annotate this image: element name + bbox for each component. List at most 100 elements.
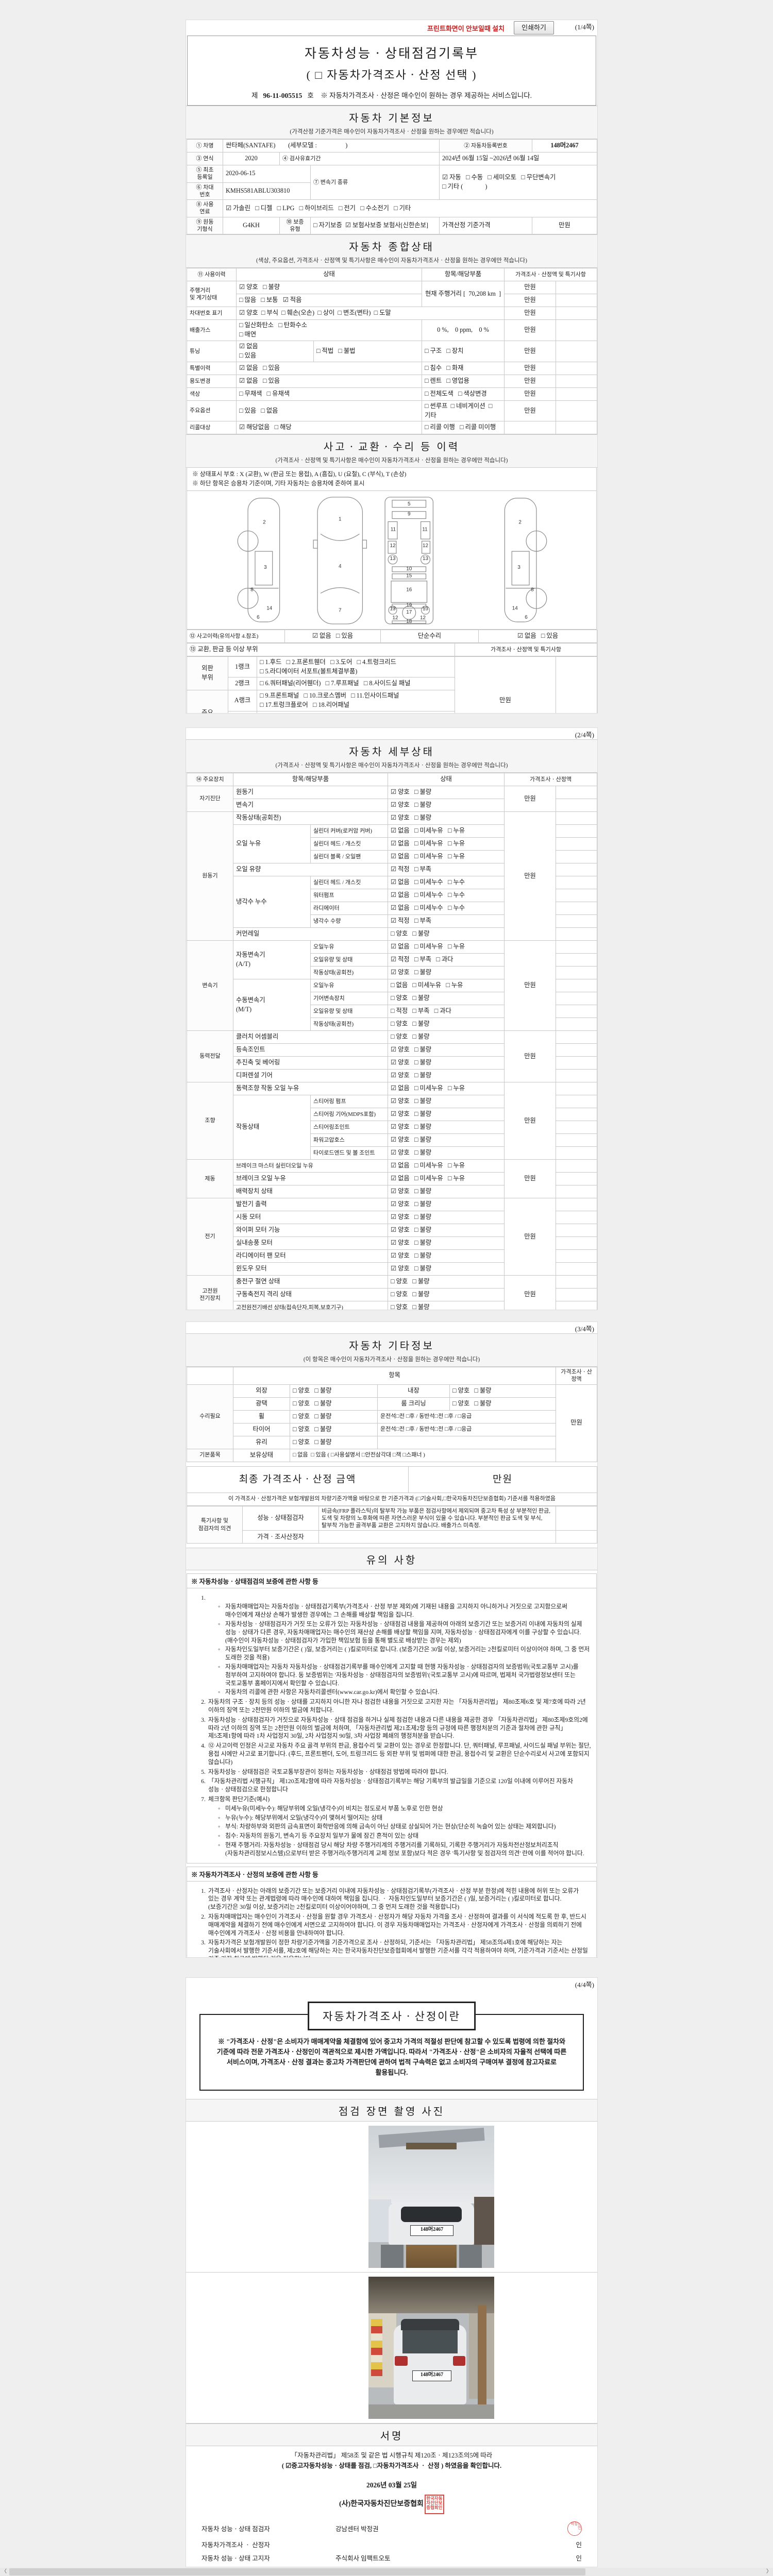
notice-subitem: ◦ 자동차의 리콜에 관한 사항은 자동차리콜센터(www.car.go.kr)에…	[218, 1688, 440, 1696]
table-cell: □ 양호 □ 불량	[449, 1397, 557, 1411]
table-cell: 작동상태	[233, 1095, 311, 1160]
table-cell: B랭크	[228, 711, 257, 713]
photo-cell-2: 148머2467	[186, 2273, 597, 2424]
notice-subitem: ◦ 침수: 자동차의 원동기, 변속기 등 주요장치 일부가 물에 잠긴 흔적이 …	[218, 1832, 419, 1840]
section-signature: 서명	[186, 2423, 597, 2446]
table-cell: ☑ 없음 □ 있음	[284, 629, 381, 643]
table-cell: 배출가스	[187, 319, 237, 342]
table-cell: ☑ 없음 □ 미세누유 □ 누유	[388, 1172, 505, 1185]
table-cell: □ 리콜 이행 □ 리콜 미이행	[422, 421, 505, 435]
table-cell: 2024년 06월 15일 ~2026년 06월 14일	[439, 152, 597, 165]
table-cell: 오일유량 및 상태	[310, 953, 389, 967]
etc-info-table: 항목 가격조사ㆍ산 정액 수리필요 외장 □ 양호 □ 불량 내장 □ 양호 □ 불량 만원 광…	[186, 1367, 597, 1462]
table-cell: 구동축전지 격리 상태	[232, 1288, 389, 1301]
table-cell: 라디에이터	[310, 902, 389, 915]
table-cell: ② 자동차등록번호	[439, 139, 532, 152]
table-cell	[556, 1043, 597, 1057]
table-cell: 만원	[504, 281, 557, 295]
table-cell: ☑ 양호 □ 불량	[388, 1056, 505, 1070]
svg-text:12: 12	[392, 615, 398, 621]
table-cell: 광택	[233, 1397, 290, 1411]
table-cell	[556, 1018, 597, 1031]
table-cell: 고전원 전기장치	[187, 1275, 233, 1310]
section-etc-info: 자동차 기타정보 (이 항목은 매수인이 자동차가격조사ㆍ산정을 원하는 경우에…	[186, 1333, 597, 1367]
table-cell	[556, 914, 597, 928]
table-cell: 배력장치 상태	[232, 1185, 389, 1198]
table-cell: ☑ 양호 □ 불량	[388, 811, 505, 825]
table-cell: ☑ 없음 □ 있음	[236, 361, 423, 375]
table-cell: 실린더 블록 / 오일팬	[310, 850, 389, 863]
table-cell: 상태	[236, 268, 423, 282]
table-cell: ☑ 양호 □ 불량	[388, 1133, 505, 1147]
print-install-link[interactable]: 프린트화면이 안보일때 설치	[427, 25, 505, 32]
table-cell: ☑ 없음 □ 미세누유 □ 누유	[388, 824, 505, 838]
print-button[interactable]: 인쇄하기	[514, 21, 554, 35]
section-title: 점검 장면 촬영 사진	[338, 2106, 445, 2117]
definition-title: 자동차가격조사ㆍ산정이란	[308, 2002, 476, 2030]
table-cell: ☑ 양호 □ 불량	[388, 1236, 505, 1250]
org-seal-stamp: 한국자동차진단보증협회인	[424, 2494, 444, 2514]
table-cell: 0 %, 0 ppm, 0 %	[422, 319, 505, 342]
svg-text:12: 12	[420, 615, 426, 621]
svg-text:11: 11	[391, 527, 396, 532]
table-cell: 시동 모터	[232, 1211, 389, 1224]
section-title: 자동차 기본정보	[349, 113, 434, 124]
table-cell: 주요 골격	[187, 690, 228, 713]
table-cell: 실내송풍 모터	[232, 1236, 389, 1250]
table-cell: □ 양호 □ 불량	[290, 1397, 378, 1411]
section-detail-state: 자동차 세부상태 (가격조사ㆍ산정액 및 특기사항은 매수인이 자동차가격조사ㆍ…	[186, 739, 597, 773]
table-cell: 원동기	[232, 786, 389, 799]
signature-org-line: (사)한국자동차진단보증협회한국자동차진단보증협회인	[201, 2494, 582, 2514]
table-cell: 주행거리 및 계기상태	[187, 281, 237, 308]
notice-subitem: ◦ 누유(누수): 해당부위에서 오일(냉각수)이 맺혀서 떨어지는 상태	[218, 1814, 383, 1821]
section-basic-info: 자동차 기본정보 (가격산정 기준가격은 매수인이 자동차가격조사ㆍ산정을 원하…	[186, 106, 597, 139]
table-cell	[556, 421, 597, 435]
report-title-box: 자동차성능ㆍ상태점검기록부 ( □ 자동차가격조사ㆍ산정 선택 ) 제 96-1…	[187, 36, 596, 106]
notice-subitem: ◦ 자동차매매업자는 자동차성능ㆍ상태점검기록부(가격조사ㆍ산정 부분 제외)에 …	[218, 1603, 567, 1619]
table-cell: 148머2467	[532, 139, 597, 152]
table-cell: 변속기	[187, 940, 233, 1031]
table-cell: 특기사항 및 점검자의 의견	[187, 1505, 243, 1544]
basic-info-table: ① 차명 싼타페(SANTAFE) (세부모델 : ) ② 자동차등록번호 148머2…	[186, 139, 597, 235]
page-marker-3: (3/4쪽)	[575, 1325, 594, 1333]
report-page-4: (4/4쪽) 자동차가격조사ㆍ산정이란 ※ "가격조사ㆍ산정"은 소비자가 매매…	[186, 1977, 598, 2567]
table-cell: ☑ 양호 □ 부식 □ 훼손(오손) □ 상이 □ 변조(변타) □ 도말	[236, 307, 505, 320]
scroll-left-arrow[interactable]: 〈	[2, 2569, 7, 2574]
section-title: 자동차 기타정보	[349, 1341, 434, 1352]
table-cell: □ 6.쿼터패널(리어휀더) □ 7.루프패널 □ 8.사이드실 패널	[257, 677, 455, 691]
table-cell: 항목/해당부품	[232, 773, 389, 786]
table-cell: □ 양호 □ 불량	[290, 1410, 378, 1423]
table-cell: 외판 부위	[187, 656, 228, 691]
scrollbar-thumb[interactable]	[9, 2568, 585, 2575]
svg-text:19: 19	[406, 602, 412, 608]
table-cell: 커먼레일	[232, 927, 389, 941]
table-cell: 만원	[504, 341, 557, 362]
table-cell: □ 9.프론트패널 □ 10.크로스멤버 □ 11.인사이드패널 □ 17.트렁…	[257, 690, 455, 712]
table-cell: 1랭크	[228, 656, 257, 678]
notice-item: 1. 가격조사ㆍ산정자는 아래의 보증기간 또는 보증거리 이내에 자동차성능ㆍ상…	[201, 1887, 579, 1911]
horizontal-scrollbar[interactable]: 〈 〉	[0, 2568, 773, 2576]
table-cell: □ 양호 □ 불량	[388, 927, 505, 941]
table-cell	[556, 281, 597, 295]
section-cautions: 유의 사항	[186, 1548, 597, 1571]
table-cell	[556, 979, 597, 992]
table-cell: □ 있음 □ 없음	[236, 400, 423, 422]
detail-state-table: ⑭ 주요장치 항목/해당부품 상태 가격조사ㆍ산정액 자기진단 원동기 ☑ 양호 □ 불량 만…	[186, 773, 597, 1310]
scroll-right-arrow[interactable]: 〉	[766, 2569, 771, 2574]
svg-text:9: 9	[408, 511, 411, 517]
table-cell: 튜닝	[187, 341, 237, 362]
table-cell: ☑ 양호 □ 불량	[388, 966, 505, 979]
svg-text:2: 2	[263, 519, 266, 525]
table-cell: 만원	[504, 786, 557, 812]
doc-prefix: 제	[251, 92, 258, 99]
table-cell	[556, 992, 597, 1005]
table-cell: 만원	[504, 374, 557, 388]
table-cell	[556, 1275, 597, 1289]
table-cell: ⑨ 원동 기형식	[187, 216, 223, 235]
rear-plate: 148머2467	[412, 2370, 451, 2382]
photo-cell-1: 148머2467	[186, 2122, 597, 2273]
table-cell: 최종 가격조사ㆍ산정 금액	[187, 1466, 409, 1493]
print-toolbar: 프린트화면이 안보일때 설치 인쇄하기 (1/4쪽)	[186, 20, 597, 36]
table-cell: ☑ 양호 □ 불량	[388, 1121, 505, 1134]
doc-suffix: 호	[307, 92, 314, 99]
